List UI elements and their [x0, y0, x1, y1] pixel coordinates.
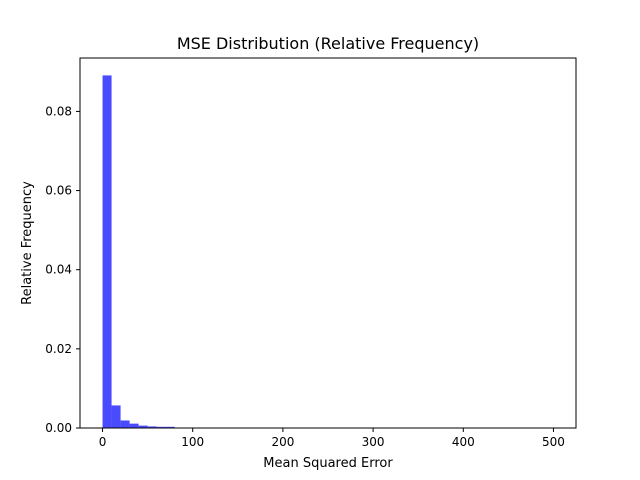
x-tick-label: 0	[99, 435, 107, 449]
histogram-bar-7	[165, 426, 175, 428]
histogram-bar-6	[156, 426, 166, 428]
histogram-bar-5	[147, 426, 157, 428]
x-tick-label: 400	[452, 435, 475, 449]
x-tick-label: 500	[542, 435, 565, 449]
bars-group	[102, 75, 238, 428]
x-axis-label: Mean Squared Error	[263, 456, 393, 471]
histogram-bar-3	[129, 423, 139, 428]
y-axis-label: Relative Frequency	[20, 181, 35, 305]
y-tick-label: 0.06	[45, 184, 72, 198]
x-tick-label: 200	[271, 435, 294, 449]
y-tick-label: 0.00	[45, 421, 72, 435]
histogram-bar-0	[102, 75, 112, 428]
histogram-bar-2	[120, 420, 130, 428]
x-tick-label: 100	[181, 435, 204, 449]
y-tick-label: 0.02	[45, 342, 72, 356]
histogram-bar-4	[138, 425, 148, 428]
plot-frame	[79, 57, 577, 429]
y-axis-ticks: 0.00 0.02 0.04 0.06 0.08	[45, 104, 80, 435]
y-tick-label: 0.04	[45, 263, 72, 277]
y-tick-label: 0.08	[45, 104, 72, 118]
chart-title: MSE Distribution (Relative Frequency)	[177, 34, 479, 53]
histogram-bar-1	[111, 405, 121, 428]
x-axis-ticks: 0 100 200 300 400 500	[99, 428, 565, 449]
x-tick-label: 300	[362, 435, 385, 449]
